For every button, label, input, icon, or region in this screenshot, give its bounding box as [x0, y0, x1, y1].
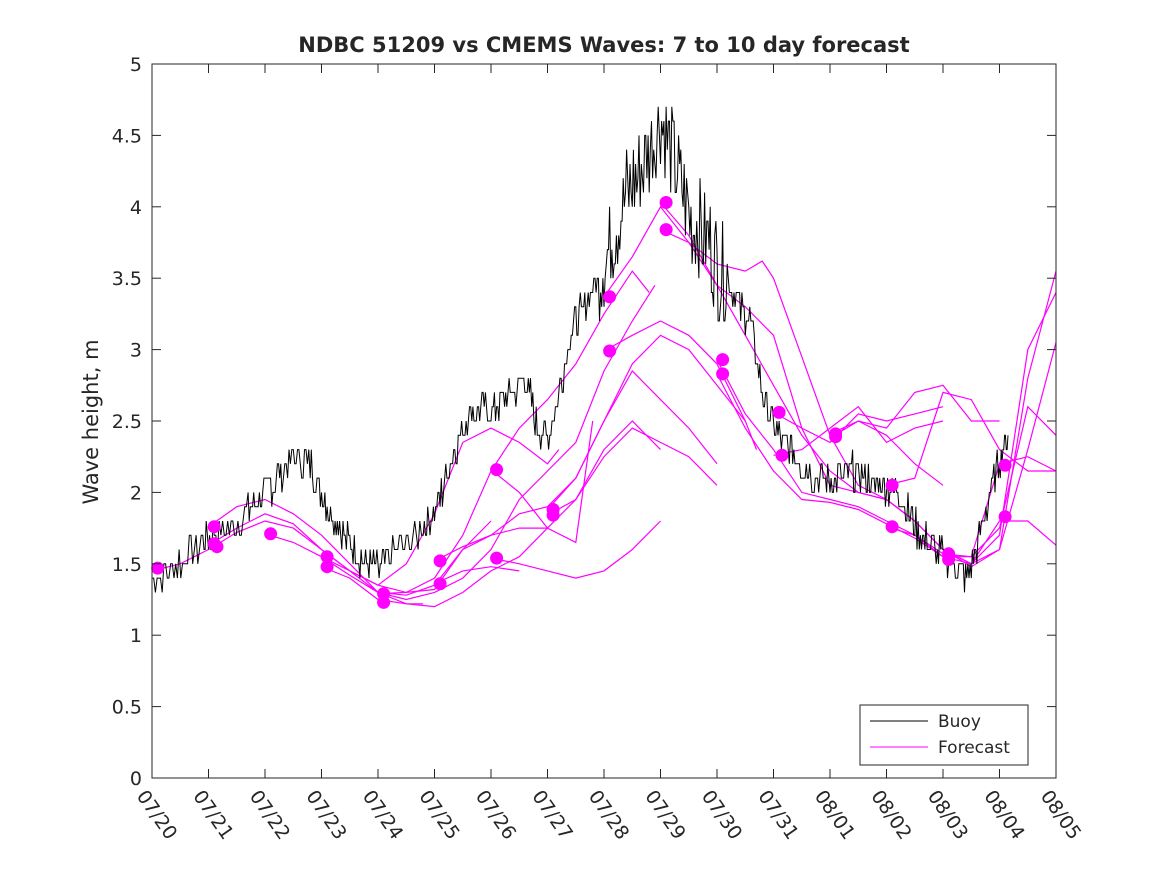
y-tick-label: 3.5 [112, 268, 142, 290]
forecast-line-4 [264, 427, 718, 608]
y-tick-label: 3 [130, 340, 142, 362]
forecast-line-17 [660, 229, 1057, 568]
forecast-line-20 [773, 406, 944, 444]
forecast-marker-2 [207, 520, 221, 534]
forecast-marker-10 [433, 554, 447, 568]
x-tick-label: 07/23 [301, 786, 350, 843]
buoy-line [152, 106, 1009, 593]
forecast-marker-31 [998, 510, 1012, 524]
forecast-marker-26 [885, 478, 899, 492]
forecast-marker-15 [546, 508, 560, 522]
x-tick-label: 07/22 [245, 786, 294, 843]
forecast-line-23 [829, 384, 1000, 439]
forecast-marker-7 [320, 560, 334, 574]
forecast-marker-21 [716, 367, 730, 381]
forecast-line-9 [434, 566, 520, 585]
forecast-markers-group [151, 196, 1012, 609]
forecast-line-13 [547, 420, 661, 516]
forecast-marker-1 [151, 561, 165, 575]
x-tick-label: 07/31 [753, 786, 802, 843]
forecast-marker-22 [772, 405, 786, 419]
buoy-series-group [152, 106, 1009, 593]
forecast-line-21 [773, 405, 944, 456]
forecast-line-22 [829, 420, 944, 486]
forecast-line-6 [321, 566, 424, 605]
x-tick-label: 08/03 [923, 786, 972, 843]
forecast-marker-13 [490, 551, 504, 565]
forecast-marker-29 [942, 553, 956, 566]
forecast-marker-11 [433, 577, 447, 591]
y-tick-label: 2 [130, 482, 142, 504]
forecast-marker-17 [603, 344, 617, 358]
legend: Buoy Forecast [859, 704, 1029, 766]
forecast-line-10 [490, 520, 661, 579]
y-tick-label: 5 [130, 54, 142, 76]
y-tick-label: 2.5 [112, 411, 142, 433]
x-tick-label: 07/21 [188, 786, 237, 843]
y-tick-label: 4 [130, 197, 142, 219]
y-axis-label: Wave height, m [79, 339, 103, 504]
forecast-marker-19 [659, 223, 673, 237]
forecast-line-24 [886, 391, 1056, 486]
y-axis-ticks: 0 0.5 1 1.5 2 2.5 3 3.5 4 4.5 5 [112, 54, 1056, 790]
forecast-line-3 [208, 284, 656, 601]
x-tick-label: 07/29 [640, 786, 689, 843]
forecast-marker-12 [490, 463, 504, 477]
x-tick-label: 08/01 [810, 786, 859, 843]
y-tick-label: 1 [130, 625, 142, 647]
forecast-marker-20 [716, 353, 730, 367]
forecast-series-group [151, 202, 1057, 608]
x-tick-label: 08/02 [866, 786, 915, 843]
forecast-marker-23 [775, 448, 789, 462]
forecast-line-5 [321, 334, 758, 596]
y-tick-label: 1.5 [112, 554, 142, 576]
x-tick-label: 07/24 [358, 786, 407, 843]
forecast-line-11 [490, 420, 594, 544]
legend-label-buoy: Buoy [938, 712, 981, 732]
x-tick-label: 07/28 [584, 786, 633, 843]
x-tick-label: 07/27 [527, 786, 576, 843]
y-tick-label: 4.5 [112, 125, 142, 147]
forecast-marker-25 [829, 430, 843, 444]
y-tick-label: 0 [130, 768, 142, 790]
forecast-marker-6 [320, 550, 334, 564]
forecast-line-14 [603, 205, 1057, 565]
forecast-marker-18 [659, 196, 673, 209]
x-tick-label: 07/26 [471, 786, 520, 843]
x-tick-label: 07/30 [697, 786, 746, 843]
forecast-marker-4 [210, 540, 224, 554]
y-tick-label: 0.5 [112, 697, 142, 719]
forecast-marker-27 [885, 520, 899, 534]
forecast-line-12 [547, 370, 718, 510]
chart-title: NDBC 51209 vs CMEMS Waves: 7 to 10 day f… [298, 33, 909, 57]
forecast-line-2 [208, 270, 650, 594]
x-tick-label: 08/05 [1036, 786, 1085, 843]
legend-box [859, 704, 1029, 766]
legend-label-forecast: Forecast [938, 738, 1010, 758]
forecast-marker-30 [998, 458, 1012, 472]
x-tick-label: 07/20 [132, 786, 181, 843]
x-tick-label: 08/04 [979, 786, 1028, 843]
forecast-marker-16 [603, 290, 617, 304]
forecast-line-7 [377, 520, 492, 595]
forecast-marker-9 [377, 595, 391, 609]
forecast-line-8 [434, 527, 548, 562]
forecast-marker-5 [264, 527, 278, 541]
forecast-line-18 [716, 359, 1057, 558]
x-tick-label: 07/25 [414, 786, 463, 843]
